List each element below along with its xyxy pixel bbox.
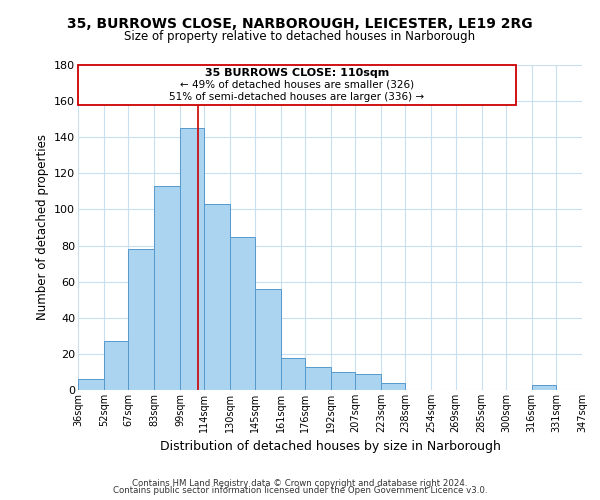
Text: 35, BURROWS CLOSE, NARBOROUGH, LEICESTER, LE19 2RG: 35, BURROWS CLOSE, NARBOROUGH, LEICESTER… (67, 18, 533, 32)
Text: Size of property relative to detached houses in Narborough: Size of property relative to detached ho… (124, 30, 476, 43)
Bar (104, 341, 128, 390)
Text: Contains public sector information licensed under the Open Government Licence v3: Contains public sector information licen… (113, 486, 487, 495)
Bar (305, 366, 331, 390)
Bar (331, 372, 355, 390)
Text: 51% of semi-detached houses are larger (336) →: 51% of semi-detached houses are larger (… (169, 92, 424, 102)
Bar (281, 358, 305, 390)
Bar (254, 289, 281, 390)
Bar (128, 249, 154, 390)
Bar (532, 384, 556, 390)
Bar (180, 128, 205, 390)
X-axis label: Distribution of detached houses by size in Narborough: Distribution of detached houses by size … (160, 440, 500, 454)
Bar (355, 374, 381, 390)
Bar (78, 379, 104, 390)
Bar (230, 236, 254, 390)
Bar (205, 204, 230, 390)
Text: 35 BURROWS CLOSE: 110sqm: 35 BURROWS CLOSE: 110sqm (205, 68, 389, 78)
FancyBboxPatch shape (78, 65, 515, 104)
Y-axis label: Number of detached properties: Number of detached properties (35, 134, 49, 320)
Bar (381, 383, 406, 390)
Bar (154, 186, 180, 390)
Text: Contains HM Land Registry data © Crown copyright and database right 2024.: Contains HM Land Registry data © Crown c… (132, 478, 468, 488)
Text: ← 49% of detached houses are smaller (326): ← 49% of detached houses are smaller (32… (180, 80, 414, 90)
